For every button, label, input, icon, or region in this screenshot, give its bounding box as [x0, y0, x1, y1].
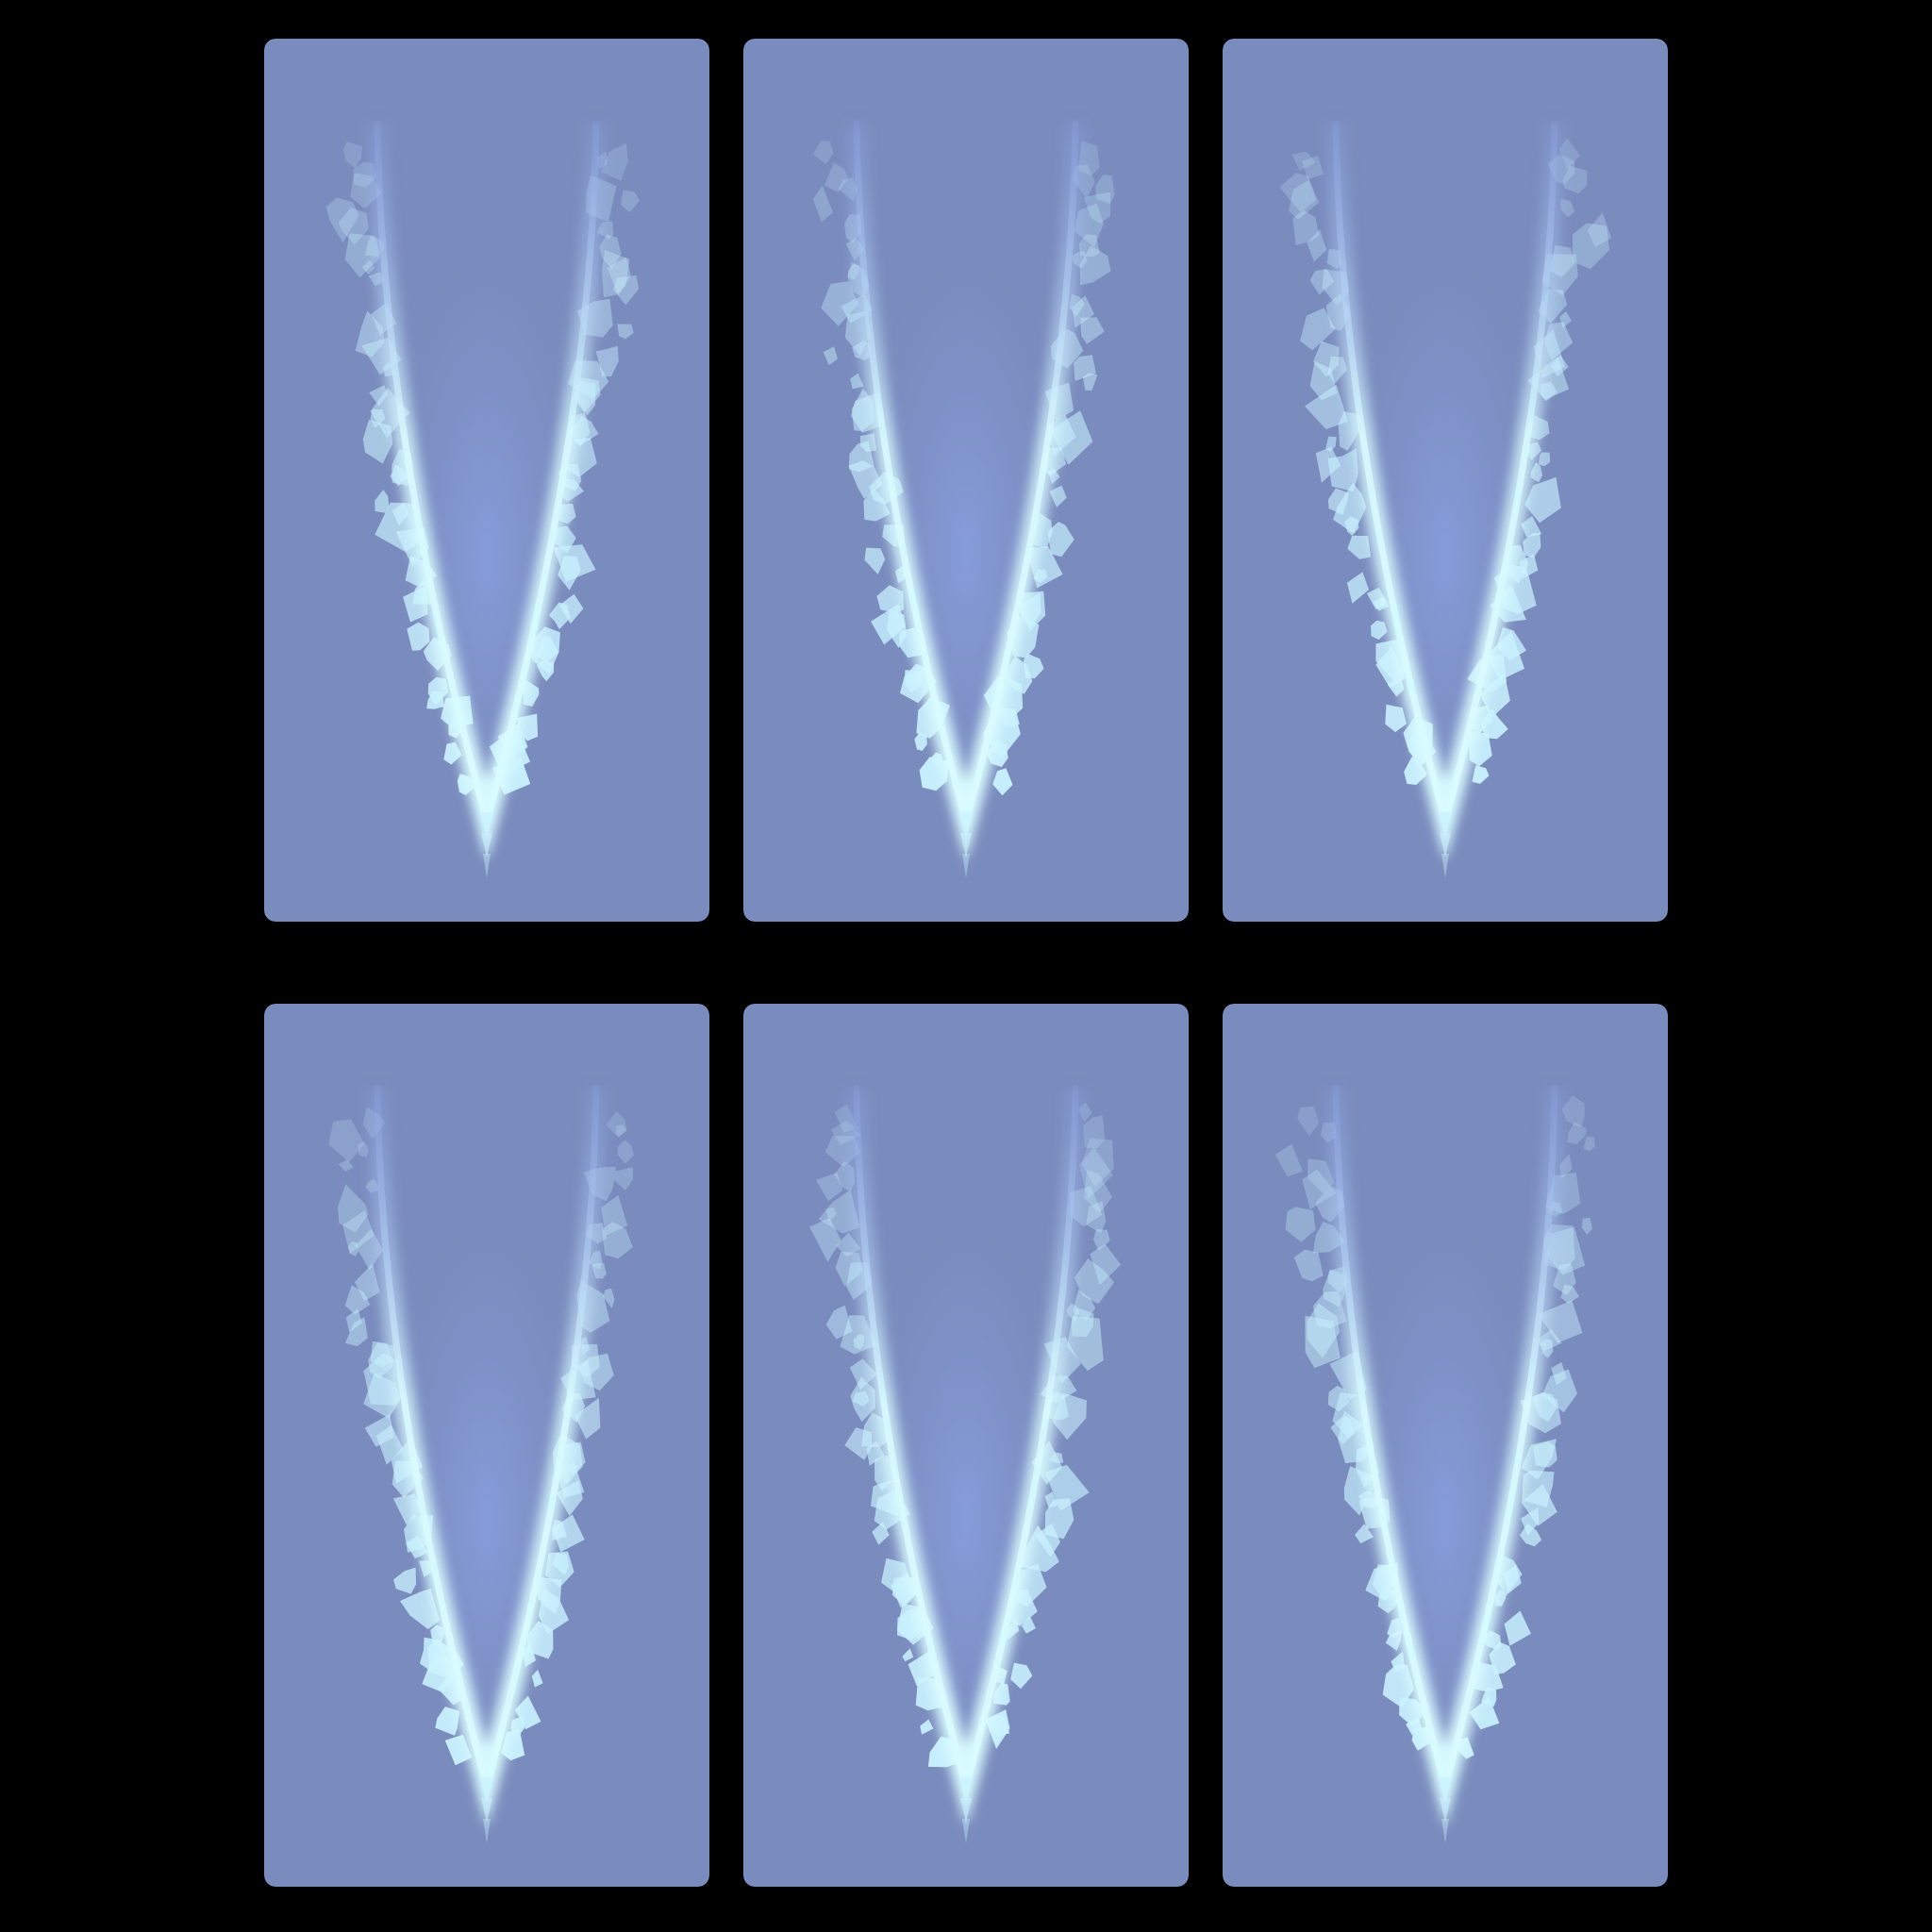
- v-ice-trail-icon: [264, 1004, 709, 1887]
- ice-trail-frame-2: [743, 39, 1189, 922]
- ice-trail-frame-6: [1223, 1004, 1668, 1887]
- v-ice-trail-icon: [1223, 39, 1668, 922]
- v-ice-trail-icon: [264, 39, 709, 922]
- ice-trail-frame-1: [264, 39, 709, 922]
- v-ice-trail-icon: [1223, 1004, 1668, 1887]
- ice-trail-frame-3: [1223, 39, 1668, 922]
- v-ice-trail-icon: [743, 1004, 1189, 1887]
- ice-trail-frame-4: [264, 1004, 709, 1887]
- v-ice-trail-icon: [743, 39, 1189, 922]
- ice-trail-frame-5: [743, 1004, 1189, 1887]
